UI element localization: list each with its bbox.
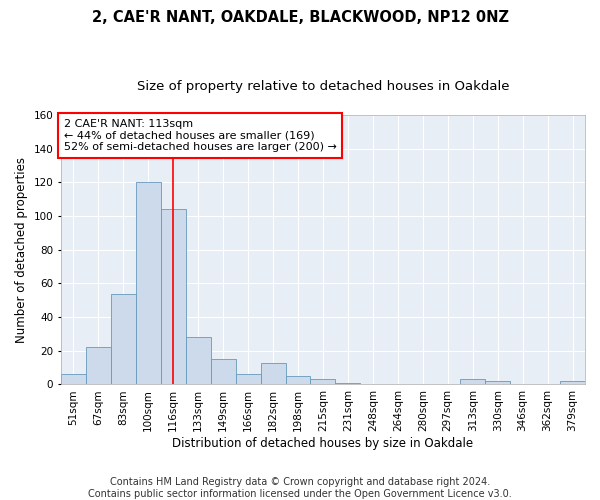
- Bar: [560, 381, 585, 384]
- Bar: [86, 348, 111, 385]
- Y-axis label: Number of detached properties: Number of detached properties: [15, 156, 28, 342]
- Bar: [236, 374, 260, 384]
- Bar: [286, 376, 310, 384]
- Text: Contains HM Land Registry data © Crown copyright and database right 2024.
Contai: Contains HM Land Registry data © Crown c…: [88, 478, 512, 499]
- Bar: [335, 383, 361, 384]
- Bar: [61, 374, 86, 384]
- Bar: [211, 359, 236, 384]
- Bar: [186, 338, 211, 384]
- Title: Size of property relative to detached houses in Oakdale: Size of property relative to detached ho…: [137, 80, 509, 93]
- Bar: [485, 381, 510, 384]
- Bar: [310, 380, 335, 384]
- Text: 2 CAE'R NANT: 113sqm
← 44% of detached houses are smaller (169)
52% of semi-deta: 2 CAE'R NANT: 113sqm ← 44% of detached h…: [64, 119, 337, 152]
- Bar: [161, 210, 186, 384]
- X-axis label: Distribution of detached houses by size in Oakdale: Distribution of detached houses by size …: [172, 437, 473, 450]
- Bar: [260, 362, 286, 384]
- Bar: [136, 182, 161, 384]
- Bar: [111, 294, 136, 384]
- Text: 2, CAE'R NANT, OAKDALE, BLACKWOOD, NP12 0NZ: 2, CAE'R NANT, OAKDALE, BLACKWOOD, NP12 …: [91, 10, 509, 25]
- Bar: [460, 380, 485, 384]
